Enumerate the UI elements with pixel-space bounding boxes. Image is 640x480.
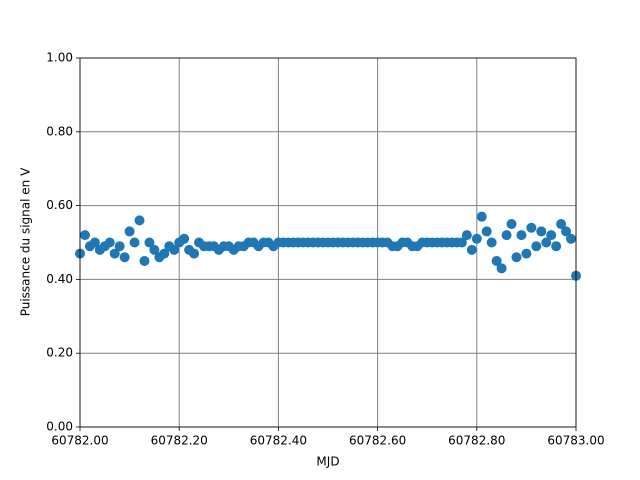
point	[129, 237, 140, 248]
point	[79, 230, 90, 241]
point	[149, 244, 160, 255]
point	[461, 230, 472, 241]
point	[134, 215, 145, 226]
point	[526, 222, 537, 233]
y-tick-label: 0.80	[46, 124, 73, 138]
point	[561, 226, 572, 237]
point	[541, 237, 552, 248]
point	[556, 219, 567, 230]
x-tick-label: 60782.20	[151, 434, 208, 448]
point	[501, 230, 512, 241]
point	[531, 241, 542, 252]
point	[179, 233, 190, 244]
point	[491, 255, 502, 266]
point	[104, 237, 115, 248]
x-tick-label: 60782.60	[349, 434, 406, 448]
point	[169, 244, 180, 255]
plot-frame	[79, 57, 577, 428]
x-tick-label: 60782.80	[448, 434, 505, 448]
y-tick-label: 0.40	[46, 272, 73, 286]
point	[551, 241, 562, 252]
point	[516, 230, 527, 241]
y-tick-label: 0.20	[46, 346, 73, 360]
x-tick-label: 60783.00	[547, 434, 604, 448]
point	[119, 252, 130, 263]
point	[189, 248, 200, 259]
point	[144, 237, 155, 248]
point	[481, 226, 492, 237]
x-tick-label: 60782.00	[51, 434, 108, 448]
y-tick-label: 0.60	[46, 198, 73, 212]
x-axis-label: MJD	[316, 455, 339, 469]
point	[486, 237, 497, 248]
point	[89, 237, 100, 248]
point	[521, 248, 532, 259]
point	[109, 248, 120, 259]
point	[471, 233, 482, 244]
point	[511, 252, 522, 263]
point	[159, 248, 170, 259]
point	[536, 226, 547, 237]
x-tick-label: 60782.40	[250, 434, 307, 448]
point	[466, 244, 477, 255]
point	[124, 226, 135, 237]
point	[496, 263, 507, 274]
point	[456, 237, 467, 248]
point	[139, 255, 150, 266]
point	[566, 233, 577, 244]
point	[506, 219, 517, 230]
point	[114, 241, 125, 252]
y-tick-label: 0.00	[46, 420, 73, 434]
y-axis-label: Puissance du signal en V	[19, 167, 33, 316]
point	[476, 211, 487, 222]
point	[546, 230, 557, 241]
y-tick-label: 1.00	[46, 51, 73, 65]
